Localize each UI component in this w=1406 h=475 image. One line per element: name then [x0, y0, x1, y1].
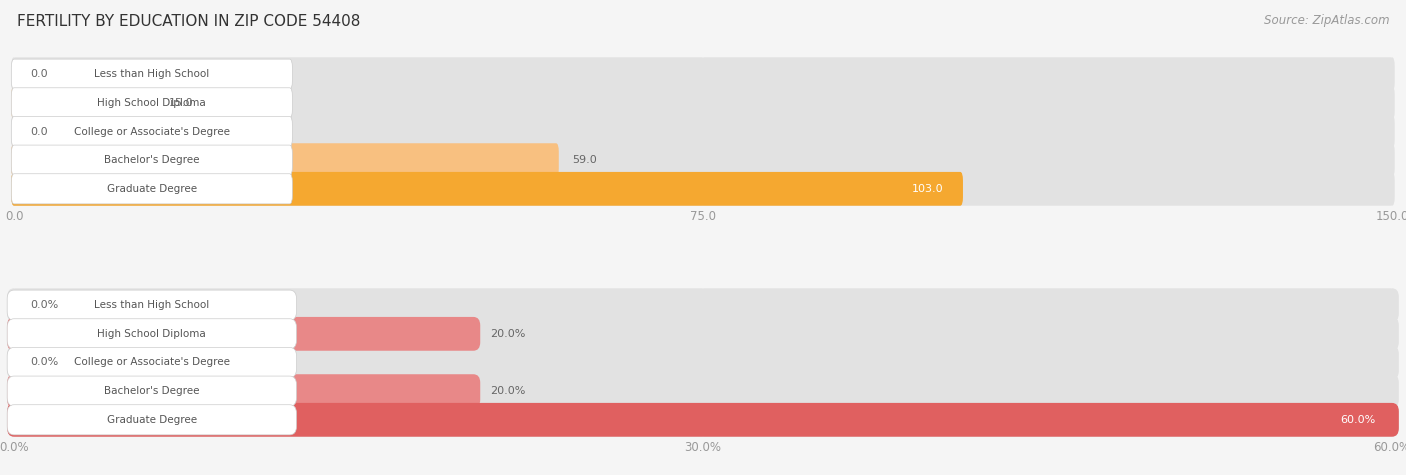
Text: Less than High School: Less than High School	[94, 69, 209, 79]
FancyBboxPatch shape	[11, 86, 1395, 120]
Text: 20.0%: 20.0%	[489, 386, 526, 396]
FancyBboxPatch shape	[11, 172, 1395, 206]
Text: Bachelor's Degree: Bachelor's Degree	[104, 155, 200, 165]
FancyBboxPatch shape	[7, 290, 297, 320]
Text: 0.0: 0.0	[31, 69, 48, 79]
Text: Bachelor's Degree: Bachelor's Degree	[104, 386, 200, 396]
Text: FERTILITY BY EDUCATION IN ZIP CODE 54408: FERTILITY BY EDUCATION IN ZIP CODE 54408	[17, 14, 360, 29]
FancyBboxPatch shape	[7, 374, 481, 408]
FancyBboxPatch shape	[11, 88, 292, 118]
FancyBboxPatch shape	[11, 116, 292, 147]
FancyBboxPatch shape	[11, 59, 292, 89]
FancyBboxPatch shape	[7, 376, 297, 406]
Text: High School Diploma: High School Diploma	[97, 329, 207, 339]
Text: 15.0: 15.0	[169, 98, 193, 108]
Text: High School Diploma: High School Diploma	[97, 98, 207, 108]
Text: 60.0%: 60.0%	[1340, 415, 1375, 425]
FancyBboxPatch shape	[7, 317, 1399, 351]
Text: 0.0%: 0.0%	[31, 358, 59, 368]
FancyBboxPatch shape	[7, 374, 1399, 408]
FancyBboxPatch shape	[7, 403, 1399, 437]
Text: Source: ZipAtlas.com: Source: ZipAtlas.com	[1264, 14, 1389, 27]
Text: Less than High School: Less than High School	[94, 300, 209, 310]
Text: College or Associate's Degree: College or Associate's Degree	[75, 358, 229, 368]
FancyBboxPatch shape	[7, 288, 1399, 322]
FancyBboxPatch shape	[7, 319, 297, 349]
FancyBboxPatch shape	[7, 405, 297, 435]
FancyBboxPatch shape	[11, 172, 963, 206]
FancyBboxPatch shape	[11, 145, 292, 175]
FancyBboxPatch shape	[7, 347, 297, 378]
FancyBboxPatch shape	[7, 317, 481, 351]
FancyBboxPatch shape	[11, 174, 292, 204]
Text: College or Associate's Degree: College or Associate's Degree	[75, 126, 229, 136]
Text: 0.0%: 0.0%	[31, 300, 59, 310]
FancyBboxPatch shape	[7, 346, 1399, 380]
Text: Graduate Degree: Graduate Degree	[107, 415, 197, 425]
Text: 0.0: 0.0	[31, 126, 48, 136]
Text: 59.0: 59.0	[572, 155, 598, 165]
FancyBboxPatch shape	[11, 143, 558, 177]
FancyBboxPatch shape	[11, 86, 155, 120]
Text: 20.0%: 20.0%	[489, 329, 526, 339]
FancyBboxPatch shape	[7, 403, 1399, 437]
Text: Graduate Degree: Graduate Degree	[107, 184, 197, 194]
Text: 103.0: 103.0	[912, 184, 943, 194]
FancyBboxPatch shape	[11, 57, 1395, 91]
FancyBboxPatch shape	[11, 143, 1395, 177]
FancyBboxPatch shape	[11, 114, 1395, 148]
